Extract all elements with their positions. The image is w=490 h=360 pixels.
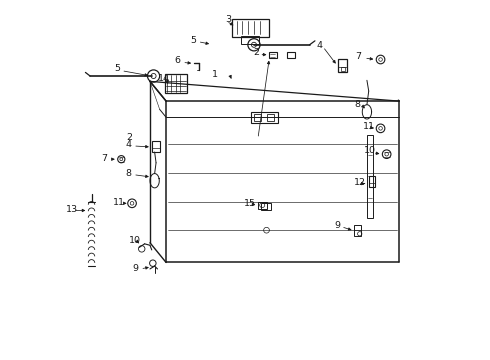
Text: 9: 9 [334, 221, 340, 230]
Bar [269, 51, 277, 58]
Bar [287, 51, 295, 58]
Text: 6: 6 [175, 57, 181, 66]
Text: 7: 7 [355, 52, 361, 61]
Text: 9: 9 [132, 265, 138, 274]
Text: 5: 5 [191, 36, 196, 45]
Bar [254, 114, 261, 121]
Text: 1: 1 [212, 70, 218, 79]
Text: 12: 12 [354, 178, 366, 187]
Text: 5: 5 [115, 64, 121, 73]
Text: 4: 4 [126, 140, 132, 149]
Text: 10: 10 [129, 236, 141, 245]
Bar [251, 112, 278, 123]
Text: 4: 4 [316, 41, 322, 50]
Bar [338, 59, 347, 72]
Bar [368, 176, 375, 187]
Text: 8: 8 [355, 100, 361, 109]
Text: 14: 14 [158, 74, 170, 83]
Text: 11: 11 [363, 122, 375, 131]
Text: 2: 2 [126, 133, 132, 142]
Bar [354, 225, 361, 235]
Text: 7: 7 [101, 154, 107, 163]
Bar [232, 19, 269, 37]
Text: 15: 15 [244, 199, 256, 208]
Text: 8: 8 [125, 169, 131, 178]
Bar [166, 74, 187, 93]
Text: 10: 10 [364, 146, 376, 155]
Text: 13: 13 [66, 205, 78, 214]
Bar [258, 202, 267, 209]
Text: 11: 11 [113, 198, 125, 207]
Bar [267, 114, 274, 121]
Text: 3: 3 [225, 15, 231, 24]
Text: 2: 2 [253, 48, 259, 57]
Bar [242, 36, 259, 44]
Bar [367, 135, 373, 218]
Bar [261, 203, 271, 211]
Bar [152, 141, 160, 152]
Bar [341, 67, 344, 71]
